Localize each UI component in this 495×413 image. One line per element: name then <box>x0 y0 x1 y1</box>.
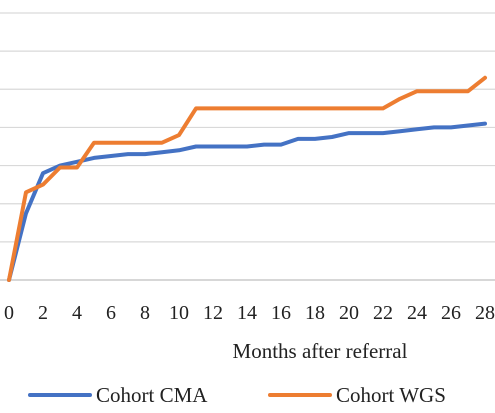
legend: Cohort CMA Cohort WGS <box>28 383 446 407</box>
x-tick-label: 24 <box>407 302 427 324</box>
x-axis-ticks: 0 2 4 6 8 10 12 14 16 18 20 22 24 26 28 <box>4 302 495 324</box>
x-tick-label: 22 <box>373 302 393 324</box>
x-tick-label: 2 <box>38 302 48 324</box>
x-axis-title: Months after referral <box>233 339 408 363</box>
legend-label: Cohort WGS <box>336 383 446 407</box>
x-tick-label: 4 <box>72 302 82 324</box>
legend-label: Cohort CMA <box>96 383 208 407</box>
x-tick-label: 26 <box>441 302 461 324</box>
x-tick-label: 28 <box>475 302 495 324</box>
series-line-cohort-wgs <box>7 75 487 282</box>
gridlines <box>0 12 495 281</box>
x-tick-label: 16 <box>271 302 291 324</box>
x-tick-label: 18 <box>305 302 325 324</box>
x-tick-label: 6 <box>106 302 116 324</box>
x-tick-label: 20 <box>339 302 359 324</box>
series-line-cohort-cma <box>7 121 487 282</box>
x-tick-label: 0 <box>4 302 14 324</box>
x-tick-label: 10 <box>169 302 189 324</box>
x-tick-label: 14 <box>237 302 257 324</box>
x-tick-label: 12 <box>203 302 223 324</box>
x-tick-label: 8 <box>140 302 150 324</box>
plot-lines <box>7 75 487 282</box>
